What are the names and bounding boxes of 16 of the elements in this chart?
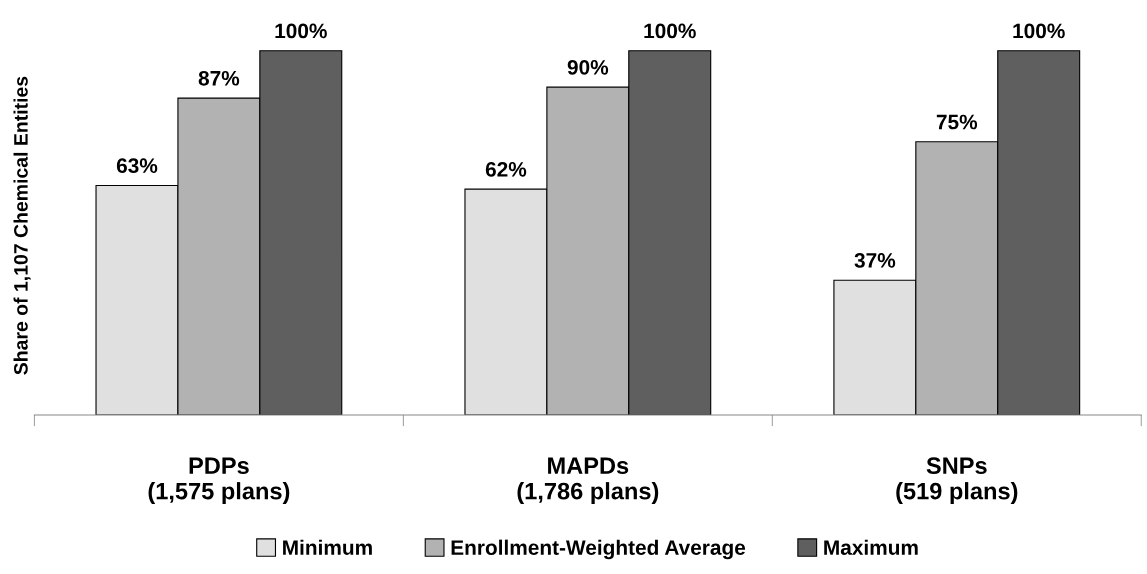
data-label: 100% — [644, 23, 696, 39]
data-label: 100% — [275, 23, 327, 39]
legend-label: Enrollment-Weighted Average — [451, 539, 746, 560]
data-label: 87% — [198, 70, 240, 86]
data-label: 37% — [854, 253, 896, 268]
legend-label: Minimum — [283, 539, 372, 555]
x-tick-label: PDPs (1,575 plans) — [148, 457, 290, 505]
legend-label: Maximum — [824, 539, 918, 555]
x-tick-label: SNPs (519 plans) — [896, 457, 1018, 505]
data-label: 63% — [116, 158, 158, 174]
x-tick-label: MAPDs (1,786 plans) — [517, 457, 659, 505]
data-label: 75% — [936, 114, 978, 130]
y-axis-title: Share of 1,107 Chemical Entities — [13, 76, 31, 375]
data-label: 62% — [485, 161, 527, 177]
data-label: 100% — [1013, 23, 1065, 39]
data-label: 90% — [567, 59, 609, 75]
